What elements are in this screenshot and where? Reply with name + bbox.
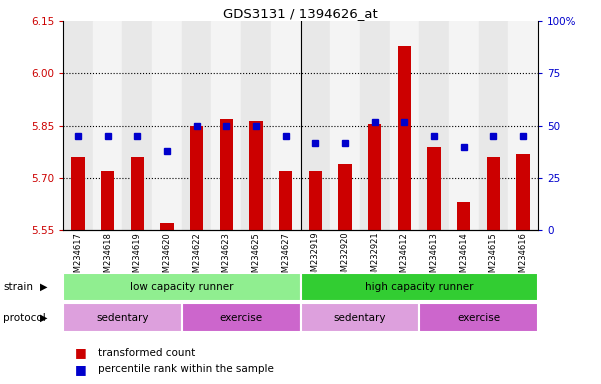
Bar <box>508 21 538 230</box>
Bar <box>330 21 360 230</box>
Bar <box>398 46 411 230</box>
Bar <box>279 171 292 230</box>
Bar <box>219 119 233 230</box>
Text: ▶: ▶ <box>40 282 47 292</box>
Bar <box>427 147 441 230</box>
Text: high capacity runner: high capacity runner <box>365 282 474 292</box>
Bar <box>182 21 212 230</box>
Bar <box>360 21 389 230</box>
Bar <box>516 154 529 230</box>
Bar <box>368 124 382 230</box>
Text: percentile rank within the sample: percentile rank within the sample <box>98 364 274 374</box>
Bar <box>419 303 538 332</box>
Bar <box>478 21 508 230</box>
Bar <box>487 157 500 230</box>
Text: strain: strain <box>3 282 33 292</box>
Bar <box>457 202 471 230</box>
Bar <box>123 21 152 230</box>
Text: ■: ■ <box>75 363 87 376</box>
Text: exercise: exercise <box>457 313 500 323</box>
Bar <box>300 273 538 301</box>
Bar <box>130 157 144 230</box>
Bar <box>389 21 419 230</box>
Bar <box>449 21 478 230</box>
Text: ▶: ▶ <box>40 313 47 323</box>
Bar <box>300 303 419 332</box>
Text: sedentary: sedentary <box>334 313 386 323</box>
Text: transformed count: transformed count <box>98 348 195 358</box>
Text: exercise: exercise <box>219 313 263 323</box>
Bar <box>63 273 300 301</box>
Bar <box>160 223 174 230</box>
Bar <box>249 121 263 230</box>
Bar <box>93 21 123 230</box>
Text: ■: ■ <box>75 346 87 359</box>
Bar <box>63 303 182 332</box>
Bar <box>152 21 182 230</box>
Bar <box>63 21 93 230</box>
Bar <box>338 164 352 230</box>
Bar <box>72 157 85 230</box>
Bar <box>241 21 271 230</box>
Bar <box>212 21 241 230</box>
Text: protocol: protocol <box>3 313 46 323</box>
Bar <box>182 303 300 332</box>
Bar <box>419 21 449 230</box>
Bar <box>300 21 330 230</box>
Bar <box>101 171 114 230</box>
Bar <box>190 126 203 230</box>
Text: sedentary: sedentary <box>96 313 148 323</box>
Bar <box>271 21 300 230</box>
Title: GDS3131 / 1394626_at: GDS3131 / 1394626_at <box>223 7 378 20</box>
Text: low capacity runner: low capacity runner <box>130 282 234 292</box>
Bar <box>309 171 322 230</box>
